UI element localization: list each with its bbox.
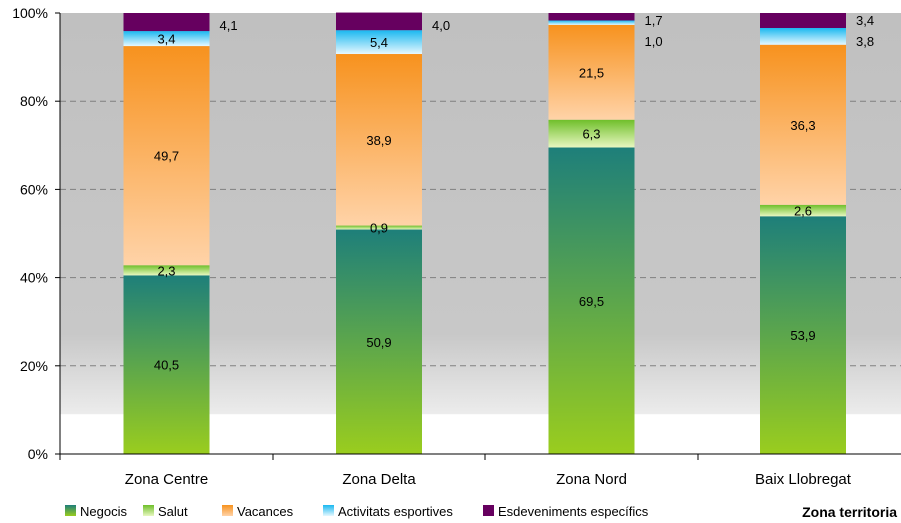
y-tick-label: 100%: [12, 5, 48, 21]
x-axis-title: Zona territoria: [802, 504, 897, 520]
data-label: 2,3: [157, 263, 175, 278]
legend-item: Activitats esportives: [323, 504, 453, 519]
x-tick-label: Zona Centre: [125, 471, 208, 488]
data-label: 0,9: [370, 221, 388, 236]
bar-segment: [336, 12, 422, 31]
bar-segment: [123, 275, 210, 454]
bars: [123, 12, 846, 454]
y-tick-label: 40%: [20, 270, 48, 286]
bar-segment: [548, 24, 635, 120]
legend-swatch: [65, 505, 76, 516]
data-label: 36,3: [790, 118, 815, 133]
bar-segment: [336, 54, 422, 226]
y-tick-label: 80%: [20, 93, 48, 109]
y-tick-label: 20%: [20, 358, 48, 374]
bar-segment: [760, 13, 846, 28]
bar-segment: [123, 13, 210, 32]
legend-label: Vacances: [237, 504, 294, 519]
bar-segment: [548, 13, 635, 21]
legend-swatch: [483, 505, 494, 516]
data-label: 4,0: [432, 18, 450, 33]
legend-label: Activitats esportives: [338, 504, 453, 519]
legend-label: Salut: [158, 504, 188, 519]
legend-item: Negocis: [65, 504, 127, 519]
data-label: 21,5: [579, 65, 604, 80]
bar-segment: [760, 44, 846, 205]
legend-swatch: [323, 505, 334, 516]
bar-segment: [336, 229, 422, 454]
legend-label: Esdeveniments específics: [498, 504, 649, 519]
data-label: 38,9: [366, 133, 391, 148]
data-label: 1,0: [645, 34, 663, 49]
x-tick-label: Baix Llobregat: [755, 471, 852, 488]
legend-item: Vacances: [222, 504, 294, 519]
x-tick-label: Zona Nord: [556, 471, 627, 488]
data-label: 4,1: [220, 18, 238, 33]
y-tick-label: 60%: [20, 181, 48, 197]
data-label: 3,4: [157, 32, 175, 47]
data-label: 49,7: [154, 149, 179, 164]
bar-segment: [760, 216, 846, 454]
legend-label: Negocis: [80, 504, 127, 519]
data-label: 2,6: [794, 204, 812, 219]
y-tick-label: 0%: [28, 446, 48, 462]
bar-segment: [336, 225, 422, 230]
x-tick-label: Zona Delta: [342, 471, 416, 488]
bar-segment: [760, 27, 846, 45]
bar-segment: [123, 31, 210, 47]
bar-segment: [760, 204, 846, 217]
data-label: 3,4: [856, 13, 874, 28]
bar-segment: [336, 30, 422, 55]
legend-swatch: [143, 505, 154, 516]
data-labels: 40,5 2,3 49,7 3,4 4,1 50,9 0,9 38,9 5,4 4,0 69,5 6,…: [154, 13, 874, 373]
legend-item: Esdeveniments específics: [483, 504, 649, 519]
legend-item: Salut: [143, 504, 188, 519]
bar-segment: [123, 265, 210, 276]
legend-swatch: [222, 505, 233, 516]
legend: Negocis Salut Vacances Activitats esportive…: [65, 504, 649, 519]
axes: 0% 20% 40% 60% 80% 100% Zona Centre Zona Delta Z…: [12, 5, 901, 488]
data-label: 1,7: [645, 13, 663, 28]
data-label: 6,3: [582, 127, 600, 142]
data-label: 5,4: [370, 35, 388, 50]
bar-segment: [548, 119, 635, 148]
data-label: 3,8: [856, 34, 874, 49]
bar-segment: [548, 147, 635, 454]
bar-segment: [548, 20, 635, 25]
data-label: 50,9: [366, 335, 391, 350]
data-label: 53,9: [790, 328, 815, 343]
data-label: 40,5: [154, 358, 179, 373]
data-label: 69,5: [579, 294, 604, 309]
bar-segment: [123, 46, 210, 266]
